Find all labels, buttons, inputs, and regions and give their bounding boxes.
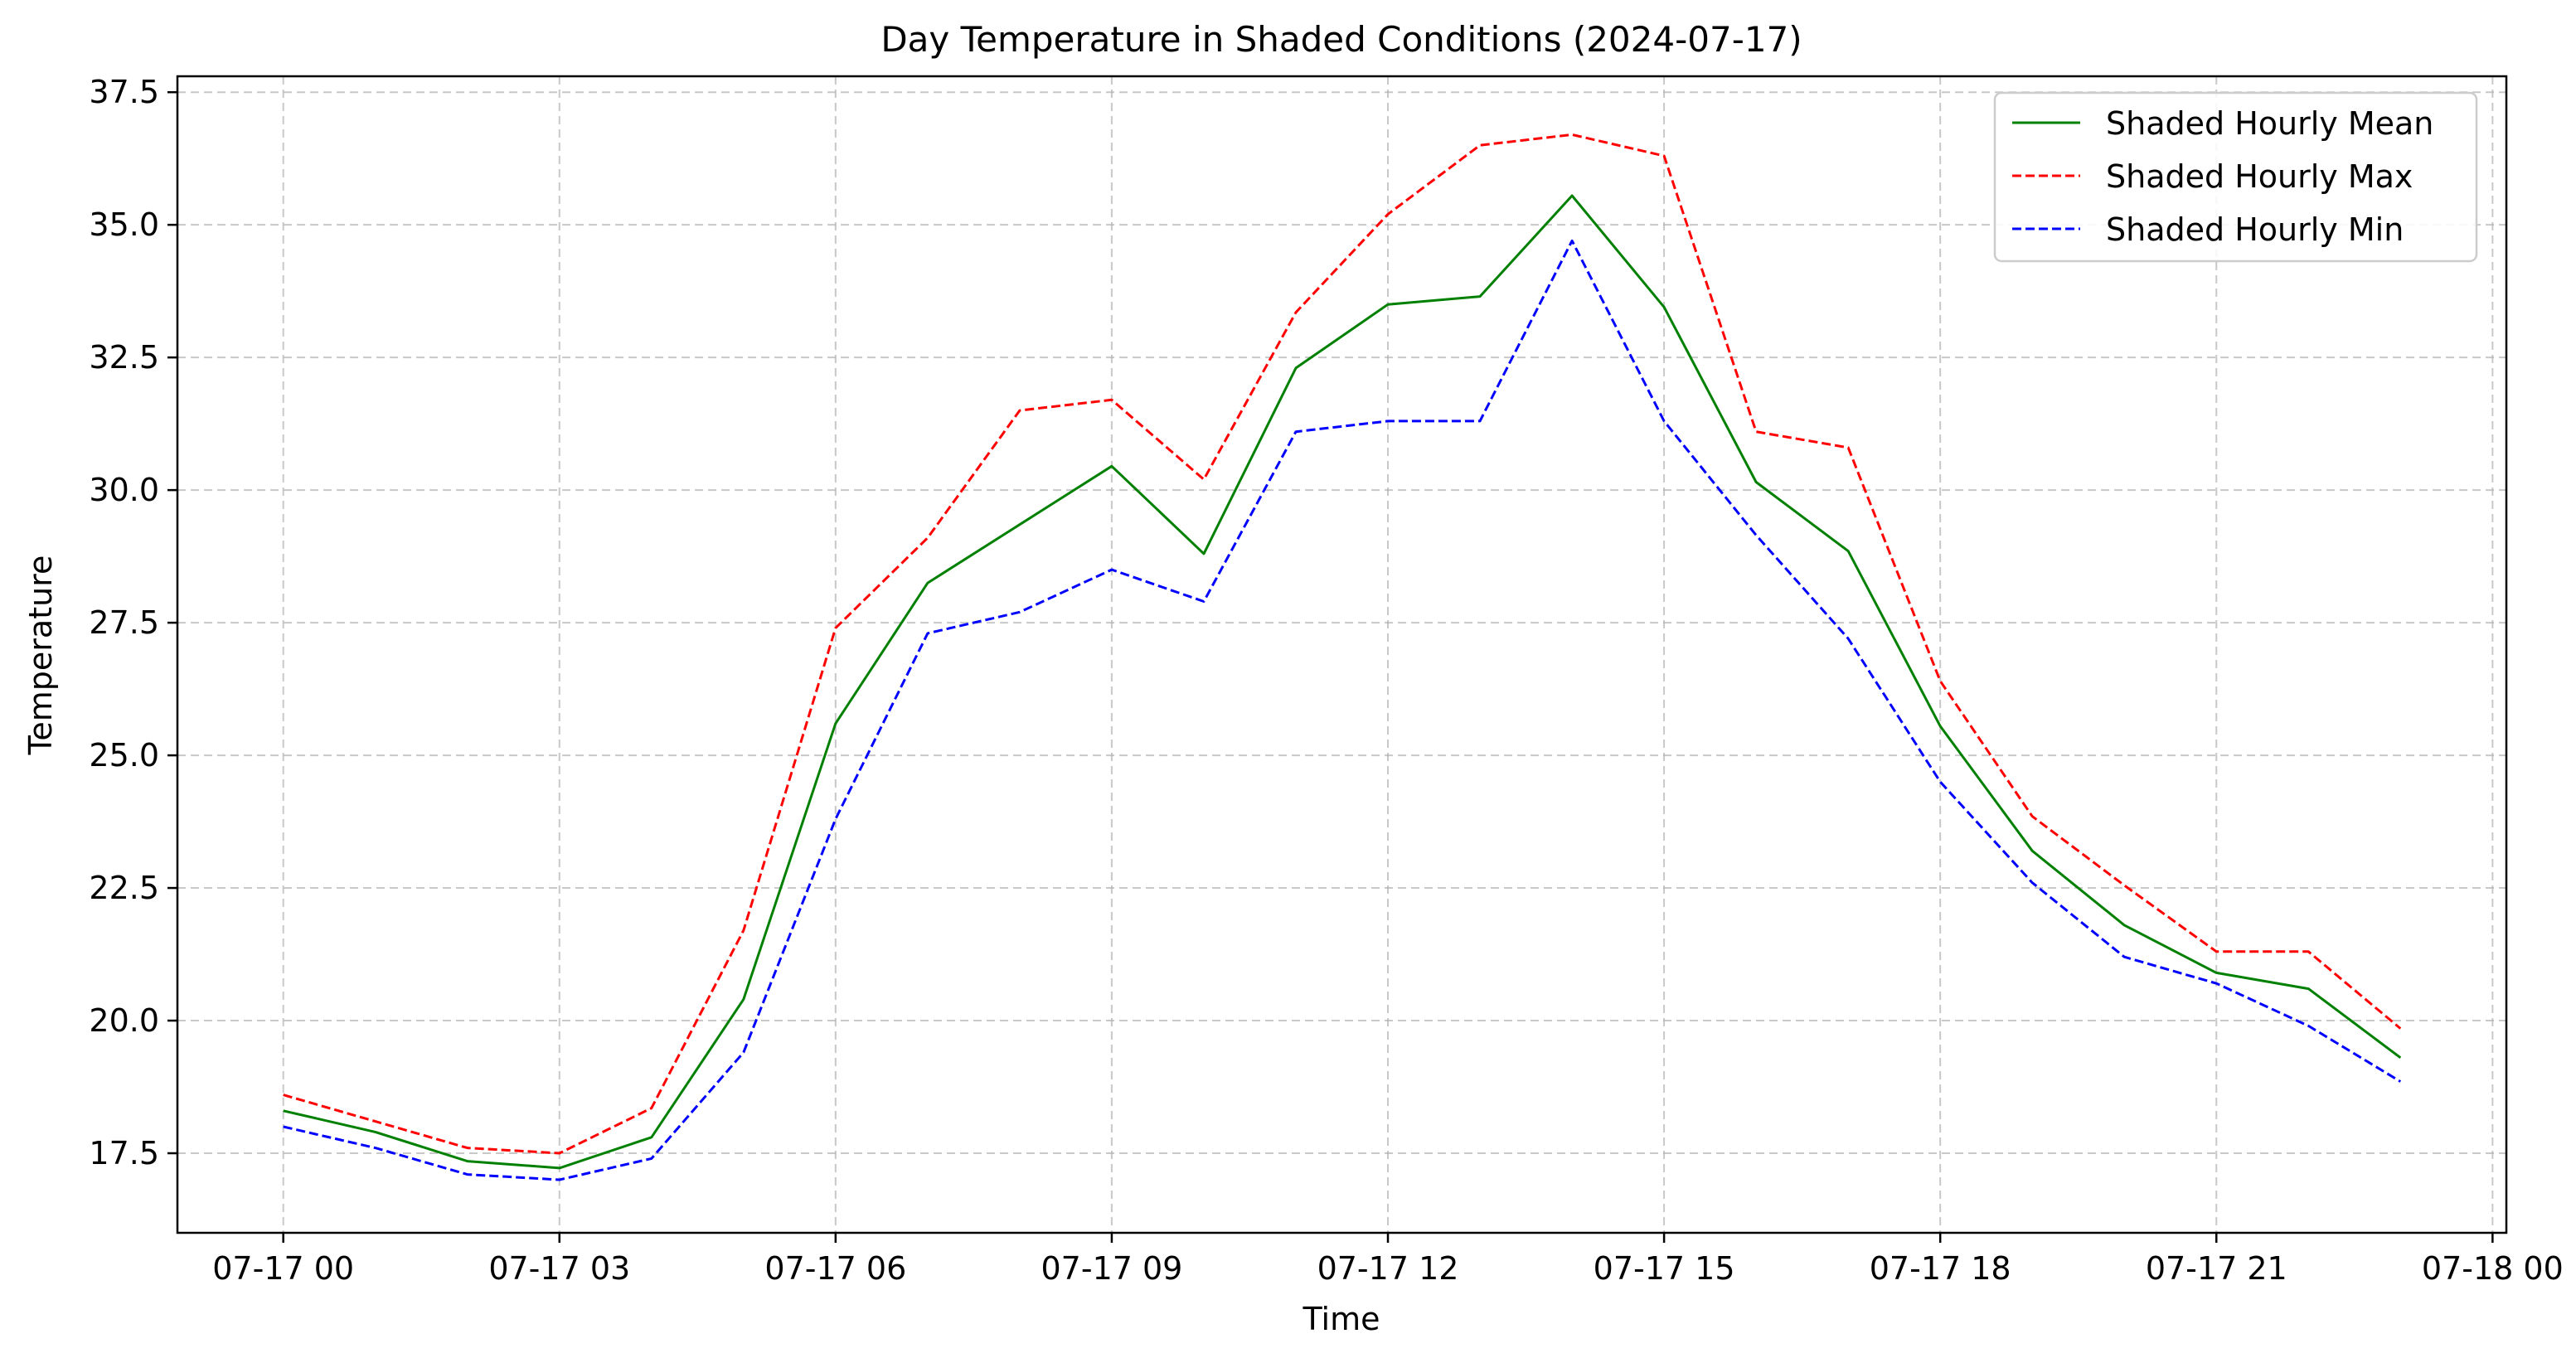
legend-box — [1993, 91, 2478, 263]
legend: Shaded Hourly Mean Shaded Hourly Max Sha… — [1993, 91, 2478, 263]
series-line-max — [283, 133, 2402, 1155]
x-tick-label: 07-17 21 — [2146, 1250, 2287, 1287]
y-tick-label: 35.0 — [89, 206, 159, 243]
x-tick-label: 07-17 03 — [488, 1250, 630, 1287]
y-tick-label: 37.5 — [89, 74, 159, 110]
y-axis: 17.5 20.0 22.5 25.0 27.5 30.0 32.5 35.0 37.5 — [89, 74, 177, 1171]
x-tick-label: 07-17 12 — [1317, 1250, 1459, 1287]
plot-frame — [176, 75, 2508, 1234]
y-tick-label: 22.5 — [89, 870, 159, 906]
grid — [177, 76, 2506, 1233]
series-line-min — [283, 239, 2402, 1181]
x-tick-label: 07-17 09 — [1041, 1250, 1183, 1287]
x-tick-label: 07-17 06 — [764, 1250, 906, 1287]
x-axis-label: Time — [1303, 1301, 1380, 1337]
y-tick-label: 17.5 — [89, 1135, 159, 1171]
x-tick-label: 07-18 00 — [2422, 1250, 2564, 1287]
y-tick-label: 30.0 — [89, 472, 159, 508]
y-tick-label: 20.0 — [89, 1002, 159, 1039]
y-axis-label: Temperature — [22, 555, 59, 756]
x-tick-label: 07-17 18 — [1870, 1250, 2011, 1287]
y-tick-label: 25.0 — [89, 737, 159, 774]
legend-label-mean: Shaded Hourly Mean — [2106, 105, 2433, 142]
legend-label-max: Shaded Hourly Max — [2106, 158, 2413, 195]
y-tick-label: 32.5 — [89, 339, 159, 376]
y-tick-label: 27.5 — [89, 604, 159, 641]
series-line-mean — [283, 194, 2402, 1170]
legend-label-min: Shaded Hourly Min — [2106, 211, 2404, 248]
chart-title: Day Temperature in Shaded Conditions (20… — [880, 19, 1802, 60]
x-tick-label: 07-17 00 — [212, 1250, 354, 1287]
x-axis: 07-17 00 07-17 03 07-17 06 07-17 09 07-17 12… — [212, 1233, 2564, 1287]
series-layer — [283, 133, 2402, 1181]
x-tick-label: 07-17 15 — [1594, 1250, 1735, 1287]
